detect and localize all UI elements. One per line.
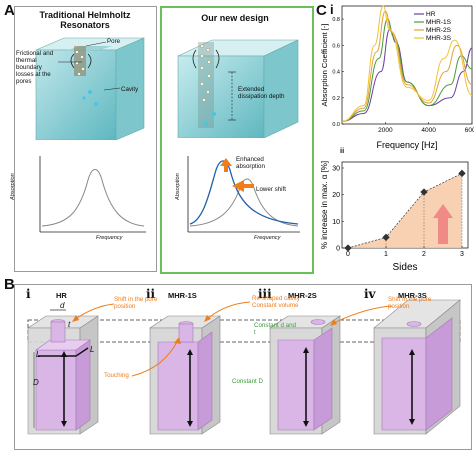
y-tick-label: 0.8 — [332, 17, 340, 23]
t-dimension-label: t — [68, 320, 71, 329]
reshaped-cavity-label: Re-shaped cavity Constant volume — [252, 295, 300, 309]
mhr-3s-resonator — [373, 299, 461, 435]
col-roman-1: i — [26, 287, 31, 301]
right-plot-ylabel: Absorption — [175, 173, 181, 200]
mhr-2s-resonator — [269, 315, 341, 435]
data-point — [458, 169, 466, 178]
panel-c-sub-ii: ii — [340, 146, 345, 155]
new-design-absorption-plot — [187, 156, 300, 233]
y-tick-label: 0.2 — [332, 96, 340, 102]
increase-alpha-chart: 0 10 20 30 0 1 2 3 % increase in max. α [%] Sides — [320, 161, 469, 273]
constant-dt-label: Constant d and t — [254, 322, 296, 336]
traditional-absorption-plot — [39, 156, 146, 233]
x-tick-label: 0 — [346, 251, 350, 258]
y-tick-label: 20 — [332, 192, 340, 199]
hr-resonator — [27, 309, 99, 435]
x-axis-label: Sides — [392, 262, 417, 273]
col-label-1: HR — [56, 291, 67, 300]
plot-frame — [341, 5, 473, 125]
shift-pore-label-2: Shift in the pore position — [388, 296, 432, 310]
l-dimension-label-2: L — [90, 345, 95, 354]
x-tick-label: 3 — [460, 251, 464, 258]
panel-b-letter: B — [4, 276, 15, 293]
x-tick-label: 1 — [384, 251, 388, 258]
traditional-resonator-illustration — [35, 37, 145, 140]
new-design-illustration — [177, 39, 299, 138]
legend-label-mhr-3s: MHR-3S — [426, 35, 452, 42]
pore-label: Pore — [107, 38, 121, 45]
col-roman-3: iii — [258, 287, 272, 301]
series-line-mhr-3s — [341, 5, 473, 122]
x-axis-label: Frequency [Hz] — [376, 140, 437, 150]
y-tick-label: 0 — [336, 246, 340, 253]
series-line-mhr-2s — [341, 10, 473, 122]
mhr-1s-resonator — [149, 315, 221, 435]
left-plot-ylabel: Absorption — [10, 173, 16, 200]
increase-area — [348, 173, 462, 248]
x-tick-label: 6000 — [465, 127, 474, 134]
x-tick-label: 4000 — [421, 127, 436, 134]
y-axis-label: % increase in max. α [%] — [320, 161, 329, 249]
d-depth-label: D — [33, 378, 39, 387]
y-tick-label: 30 — [332, 166, 340, 173]
legend-label-hr: HR — [426, 11, 436, 18]
series-line-mhr-1s — [341, 18, 473, 122]
l-dimension-label-1: L — [36, 350, 41, 359]
constant-d-label: Constant D — [232, 378, 263, 385]
panel-c-letter: C — [316, 2, 327, 19]
col-label-2: MHR-1S — [168, 291, 197, 300]
legend-label-mhr-1s: MHR-1S — [426, 19, 452, 26]
y-tick-label: 0.4 — [332, 70, 340, 76]
resonator-geometry-diagram — [27, 299, 461, 435]
col-label-3: MHR-2S — [288, 291, 317, 300]
data-point — [420, 188, 428, 196]
trend-line — [347, 173, 463, 249]
d-dimension-label: d — [60, 301, 65, 310]
col-roman-4: iv — [364, 287, 376, 301]
y-tick-label: 0.0 — [332, 122, 340, 128]
lower-shift-label: Lower shift — [256, 186, 286, 193]
extended-depth-label: Extended dissipation depth — [238, 86, 285, 100]
col-roman-2: ii — [146, 287, 156, 301]
y-tick-label: 0.6 — [332, 43, 340, 49]
panel-a-left-title: Traditional Helmholtz Resonators — [39, 10, 131, 30]
losses-label: Frictional and thermal boundary losses a… — [16, 50, 54, 85]
y-axis-label: Absorption Coefficient [-] — [320, 23, 329, 106]
left-plot-xlabel: Frequency — [96, 235, 123, 241]
series-line-hr — [341, 29, 473, 122]
cavity-label: Cavity — [121, 86, 139, 93]
touching-label: Touching — [104, 372, 129, 379]
panel-c-sub-i: i — [330, 2, 334, 17]
col-label-4: MHR-3S — [398, 291, 427, 300]
increase-arrow — [433, 204, 453, 244]
panel-a-letter: A — [4, 2, 15, 19]
panel-a-right-title: Our new design — [201, 13, 269, 23]
x-tick-label: 2000 — [378, 127, 393, 134]
right-plot-xlabel: Frequency — [254, 235, 281, 241]
absorption-coefficient-chart: 0.0 0.2 0.4 0.6 0.8 2000 4000 6000 HRMHR-1SMHR-2… — [320, 5, 474, 150]
y-tick-label: 10 — [332, 219, 340, 226]
x-tick-label: 2 — [422, 251, 426, 258]
enhanced-absorption-label: Enhanced absorption — [236, 156, 265, 170]
shift-pore-label-1: Shift in the pore position — [114, 296, 158, 310]
legend-label-mhr-2s: MHR-2S — [426, 27, 452, 34]
